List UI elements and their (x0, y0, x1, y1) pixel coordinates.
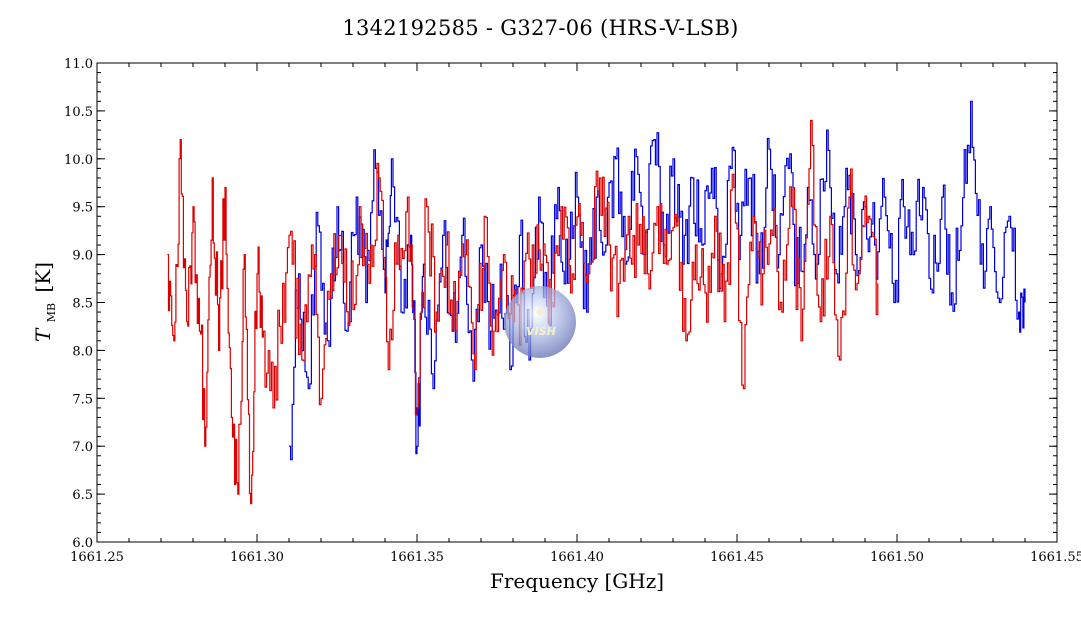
y-tick-label: 11.0 (64, 57, 93, 72)
plot-frame (96, 62, 1058, 543)
series-layer (167, 100, 1026, 505)
watermark-logo: ✦ VISH (504, 286, 576, 358)
y-tick-label: 6.0 (72, 536, 93, 551)
x-axis-label: Frequency [GHz] (490, 569, 664, 593)
x-tick-label: 1661.25 (70, 550, 124, 565)
y-tick-label: 7.0 (72, 440, 93, 455)
y-tick-label: 10.0 (64, 153, 93, 168)
series-line (167, 119, 879, 505)
series-line (289, 100, 1026, 461)
y-axis-label-unit: [K] (31, 262, 55, 293)
y-axis: 6.0 6.5 7.0 7.5 8.0 8.5 9.0 9.5 10.0 10.5 11.0 (64, 57, 1057, 551)
watermark-text: VISH (526, 325, 556, 338)
watermark-star-icon: ✦ (533, 303, 546, 322)
x-tick-label: 1661.40 (550, 550, 604, 565)
y-axis-label-sub: MB (45, 303, 58, 322)
x-tick-label: 1661.35 (390, 550, 444, 565)
y-axis-label-main: T (31, 327, 55, 342)
x-tick-label: 1661.50 (870, 550, 924, 565)
y-tick-label: 9.0 (72, 249, 93, 264)
y-tick-label: 7.5 (72, 392, 93, 407)
svg-text:T MB [K]: T MB [K] (31, 262, 60, 342)
y-tick-label: 6.5 (72, 488, 93, 503)
y-tick-label: 10.5 (64, 105, 93, 120)
watermark-bubble (504, 286, 576, 358)
x-tick-label: 1661.45 (710, 550, 764, 565)
chart-title: 1342192585 - G327-06 (HRS-V-LSB) (342, 16, 739, 40)
y-axis-label: T MB [K] (31, 262, 60, 342)
y-tick-label: 8.0 (72, 344, 93, 359)
y-tick-label: 9.5 (72, 201, 93, 216)
x-axis: 1661.25 1661.30 1661.35 1661.40 1661.45 1661.… (70, 63, 1081, 565)
x-tick-label: 1661.30 (230, 550, 284, 565)
y-tick-label: 8.5 (72, 297, 93, 312)
x-tick-label: 1661.55 (1030, 550, 1081, 565)
